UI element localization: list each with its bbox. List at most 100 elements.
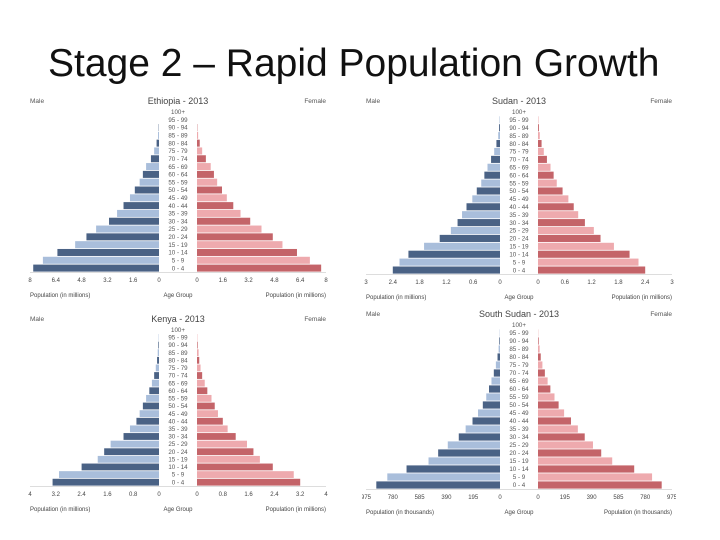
xlabel-center: Age Group [163, 507, 193, 513]
tick-label: 1.6 [129, 278, 138, 284]
age-label: 80 - 84 [509, 354, 529, 361]
female-bar [538, 132, 540, 140]
male-bar [142, 402, 159, 410]
age-label: 100+ [171, 109, 185, 116]
male-bar [472, 195, 500, 203]
age-label: 20 - 24 [168, 449, 188, 456]
tick-label: 0 [536, 280, 540, 286]
female-bar [197, 178, 218, 186]
male-bar [129, 194, 159, 202]
male-bar [158, 341, 159, 349]
female-bar [197, 364, 201, 372]
tick-label: 8 [28, 278, 32, 284]
age-label: 60 - 64 [168, 388, 188, 395]
tick-label: 8 [324, 278, 328, 284]
chart-title: Kenya - 2013 [151, 314, 205, 324]
age-label: 5 - 9 [172, 257, 185, 264]
male-bar [481, 179, 500, 187]
age-label: 65 - 69 [168, 164, 188, 171]
male-bar [86, 233, 159, 241]
female-bar [197, 455, 260, 463]
male-label: Male [30, 316, 44, 323]
male-bar [466, 203, 500, 211]
age-label: 50 - 54 [509, 188, 529, 195]
female-bar [538, 337, 539, 345]
male-bar [110, 440, 159, 448]
male-bar [424, 242, 500, 250]
female-bar [197, 356, 200, 364]
age-label: 30 - 34 [509, 434, 529, 441]
female-bar [197, 264, 322, 272]
age-label: 25 - 29 [509, 228, 529, 235]
tick-label: 6.4 [52, 278, 61, 284]
male-bar [154, 372, 159, 379]
male-bar [96, 225, 159, 233]
age-label: 0 - 4 [172, 479, 185, 486]
male-bar [462, 211, 500, 219]
female-bar [197, 478, 301, 486]
slide-title: Stage 2 – Rapid Population Growth [48, 42, 660, 85]
age-label: 30 - 34 [168, 434, 188, 441]
chart-title: Sudan - 2013 [492, 96, 546, 106]
age-label: 75 - 79 [509, 362, 529, 369]
tick-label: 0.8 [219, 492, 228, 498]
age-label: 85 - 89 [509, 133, 529, 140]
female-bar [538, 401, 559, 409]
male-bar [139, 410, 159, 418]
male-bar [42, 256, 159, 264]
female-bar [538, 353, 541, 361]
male-bar [33, 264, 159, 272]
age-label: 65 - 69 [168, 380, 188, 387]
tick-label: 1.8 [614, 280, 623, 286]
age-label: 40 - 44 [168, 203, 188, 210]
age-label: 45 - 49 [509, 196, 529, 203]
tick-label: 4.8 [270, 278, 279, 284]
xlabel-center: Age Group [504, 510, 534, 516]
male-bar [376, 481, 500, 489]
age-label: 90 - 94 [509, 125, 529, 132]
male-bar [486, 393, 500, 401]
male-bar [438, 449, 500, 457]
female-bar [538, 409, 565, 417]
age-label: 25 - 29 [509, 442, 529, 449]
female-bar [197, 402, 215, 410]
female-bar [197, 225, 262, 233]
male-bar [142, 170, 159, 178]
age-label: 80 - 84 [509, 141, 529, 148]
male-bar [450, 226, 500, 235]
xlabel-right: Population (in millions) [266, 293, 326, 299]
tick-label: 0 [195, 278, 199, 284]
male-label: Male [366, 98, 380, 105]
female-bar [538, 385, 551, 393]
female-bar [197, 471, 294, 478]
female-bar [538, 345, 540, 353]
male-bar [97, 455, 159, 463]
tick-label: 3.2 [103, 278, 112, 284]
tick-label: 0 [536, 495, 540, 501]
female-bar [538, 211, 579, 219]
female-bar [197, 131, 199, 139]
tick-label: 780 [388, 495, 399, 501]
female-bar [197, 241, 283, 249]
tick-label: 1.6 [244, 492, 253, 498]
male-bar [458, 433, 500, 441]
female-bar [538, 481, 662, 489]
age-label: 20 - 24 [509, 236, 529, 243]
female-bar [197, 349, 199, 357]
tick-label: 2.4 [641, 280, 650, 286]
female-bar [197, 163, 211, 171]
age-label: 0 - 4 [172, 265, 185, 272]
tick-label: 195 [468, 495, 479, 501]
male-bar [406, 465, 500, 473]
male-bar [154, 147, 159, 155]
male-bar [487, 163, 500, 171]
male-bar [496, 140, 500, 148]
age-label: 10 - 14 [168, 250, 188, 257]
female-bar [197, 379, 205, 387]
tick-label: 4.8 [77, 278, 86, 284]
tick-label: 1.2 [587, 280, 596, 286]
tick-label: 2.4 [77, 492, 86, 498]
female-bar [538, 266, 646, 274]
